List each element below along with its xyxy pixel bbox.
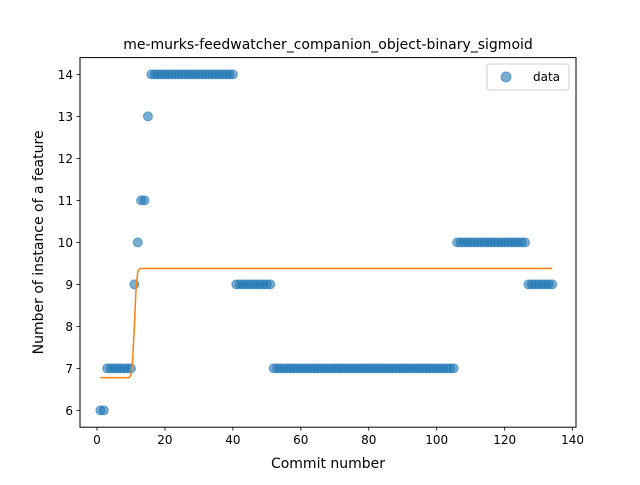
y-axis: 6 7 8 9 10 11 12 13 14 [58, 68, 80, 418]
y-tick-label: 12 [58, 152, 73, 166]
data-point [265, 279, 276, 290]
x-tick-label: 0 [93, 433, 101, 447]
data-point [520, 237, 531, 248]
y-axis-label: Number of instance of a feature [31, 130, 47, 354]
data-point [98, 405, 109, 416]
data-point [448, 363, 459, 374]
x-tick-label: 60 [293, 433, 308, 447]
y-tick-label: 9 [65, 278, 73, 292]
data-point [139, 195, 150, 206]
fit-line [100, 267, 553, 379]
x-tick-label: 120 [493, 433, 516, 447]
x-tick-label: 40 [225, 433, 240, 447]
x-tick-label: 20 [157, 433, 172, 447]
y-tick-label: 6 [65, 404, 73, 418]
plot-marks [95, 69, 558, 416]
data-point [547, 279, 558, 290]
legend-label-data: data [533, 70, 560, 84]
chart-title: me-murks-feedwatcher_companion_object-bi… [123, 37, 533, 53]
x-tick-label: 140 [561, 433, 584, 447]
legend-box [486, 63, 570, 91]
data-point [142, 111, 153, 122]
x-axis: 0 20 40 60 80 100 120 140 [93, 427, 584, 447]
legend: data [486, 63, 570, 91]
legend-marker-data [500, 71, 512, 83]
x-axis-label: Commit number [271, 456, 385, 472]
x-tick-label: 100 [425, 433, 448, 447]
x-tick-label: 80 [361, 433, 376, 447]
data-point [132, 237, 143, 248]
y-tick-label: 13 [58, 110, 73, 124]
y-tick-label: 11 [58, 194, 73, 208]
data-point [227, 69, 238, 80]
y-tick-label: 10 [58, 236, 73, 250]
y-tick-label: 14 [58, 68, 73, 82]
y-tick-label: 7 [65, 362, 73, 376]
y-tick-label: 8 [65, 320, 73, 334]
